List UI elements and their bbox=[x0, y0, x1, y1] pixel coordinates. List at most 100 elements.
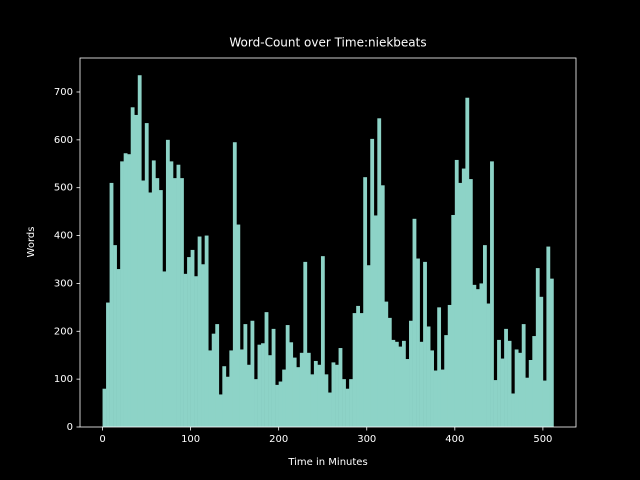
bar bbox=[211, 333, 216, 427]
bar bbox=[144, 123, 149, 428]
bar bbox=[194, 276, 198, 427]
x-axis-label: Time in Minutes bbox=[287, 457, 367, 468]
bar bbox=[430, 350, 434, 427]
bar bbox=[507, 340, 512, 427]
bar bbox=[479, 283, 484, 427]
bar bbox=[525, 377, 530, 427]
bar bbox=[468, 179, 473, 427]
bar bbox=[370, 138, 375, 427]
bar bbox=[521, 324, 526, 427]
bar bbox=[342, 379, 346, 427]
bar bbox=[183, 273, 188, 427]
bar bbox=[546, 246, 551, 427]
bar bbox=[127, 154, 132, 428]
bar bbox=[148, 192, 153, 427]
bar bbox=[113, 245, 117, 427]
bar bbox=[102, 388, 107, 427]
bar bbox=[352, 313, 357, 427]
bar bbox=[271, 328, 276, 427]
y-tick-label: 400 bbox=[54, 231, 73, 242]
bar bbox=[384, 301, 389, 427]
y-tick-label: 0 bbox=[67, 422, 73, 433]
bar bbox=[345, 388, 350, 427]
chart-title: Word-Count over Time:niekbeats bbox=[229, 36, 426, 50]
bar bbox=[232, 142, 237, 427]
bar bbox=[486, 303, 491, 427]
bar bbox=[317, 364, 322, 427]
x-tick-label: 500 bbox=[533, 434, 552, 445]
bar bbox=[243, 324, 248, 427]
bar bbox=[493, 380, 498, 427]
bar bbox=[366, 265, 371, 427]
y-tick-label: 300 bbox=[54, 278, 73, 289]
bar bbox=[412, 218, 417, 427]
axes-frame bbox=[79, 57, 577, 428]
bar bbox=[162, 271, 167, 427]
bar bbox=[137, 75, 142, 428]
x-tick-label: 400 bbox=[445, 434, 464, 445]
bar bbox=[451, 214, 456, 427]
bar bbox=[454, 159, 459, 427]
bar bbox=[387, 317, 392, 427]
bar bbox=[335, 364, 339, 427]
bar bbox=[444, 335, 449, 427]
bar bbox=[539, 296, 544, 427]
y-axis-label: Words bbox=[26, 227, 37, 258]
bar bbox=[208, 350, 213, 427]
bar bbox=[151, 160, 156, 427]
bar bbox=[504, 328, 508, 427]
bar bbox=[134, 114, 139, 427]
bar bbox=[303, 261, 308, 427]
bar bbox=[201, 264, 206, 427]
bar bbox=[356, 305, 361, 427]
bar bbox=[268, 355, 272, 427]
x-tick-label: 100 bbox=[181, 434, 200, 445]
bar bbox=[461, 168, 466, 427]
bar bbox=[324, 374, 329, 427]
bar bbox=[250, 320, 255, 427]
bar bbox=[257, 344, 262, 427]
bar bbox=[204, 235, 209, 427]
bar bbox=[123, 153, 128, 427]
bar bbox=[423, 261, 427, 427]
bar bbox=[218, 394, 223, 427]
bar bbox=[222, 366, 227, 427]
bar bbox=[141, 180, 146, 427]
bar bbox=[264, 312, 269, 427]
bar bbox=[285, 325, 290, 427]
bar bbox=[472, 284, 477, 427]
bar bbox=[380, 185, 385, 427]
bar bbox=[409, 320, 413, 427]
bar bbox=[225, 376, 230, 427]
bar bbox=[359, 313, 364, 427]
x-tick-label: 0 bbox=[99, 434, 105, 445]
bar bbox=[331, 362, 336, 427]
bar bbox=[310, 374, 315, 427]
bar bbox=[401, 340, 406, 427]
bar bbox=[349, 379, 353, 427]
bar bbox=[440, 369, 445, 427]
bar bbox=[275, 384, 279, 427]
bar bbox=[187, 257, 191, 427]
bar bbox=[500, 358, 505, 427]
bar bbox=[106, 302, 110, 427]
bar bbox=[511, 393, 516, 427]
bar bbox=[338, 348, 343, 427]
bar bbox=[229, 350, 234, 427]
bar bbox=[313, 360, 318, 427]
bar bbox=[394, 341, 399, 427]
bar bbox=[299, 352, 304, 427]
x-tick-label: 200 bbox=[269, 434, 288, 445]
bar bbox=[158, 190, 163, 427]
bar bbox=[254, 379, 258, 427]
bar bbox=[165, 139, 170, 428]
bar bbox=[328, 392, 332, 427]
bar bbox=[246, 364, 251, 427]
bar bbox=[120, 161, 124, 427]
bar bbox=[173, 178, 177, 427]
bar bbox=[169, 161, 174, 427]
y-tick-label: 100 bbox=[54, 374, 73, 385]
bar bbox=[518, 352, 523, 427]
bar bbox=[465, 97, 470, 428]
bar bbox=[447, 304, 452, 427]
